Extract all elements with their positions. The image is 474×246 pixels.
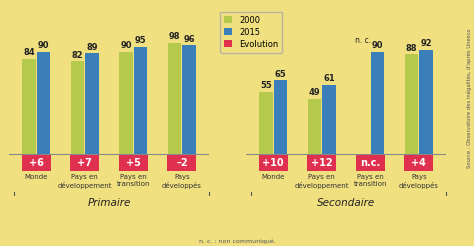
FancyBboxPatch shape xyxy=(118,155,148,170)
Text: 55: 55 xyxy=(260,81,272,90)
Bar xyxy=(134,46,147,154)
Bar xyxy=(119,52,133,154)
Bar xyxy=(36,52,50,154)
Text: Pays en
transition: Pays en transition xyxy=(117,174,150,187)
Text: Source : Observatoire des inégalités, d'après Unesco: Source : Observatoire des inégalités, d'… xyxy=(466,29,472,168)
Text: Secondaire: Secondaire xyxy=(317,198,375,208)
Text: n. c.: n. c. xyxy=(355,36,371,45)
FancyBboxPatch shape xyxy=(259,155,288,170)
FancyBboxPatch shape xyxy=(70,155,100,170)
Bar xyxy=(168,43,182,154)
Bar xyxy=(22,59,36,154)
Text: 92: 92 xyxy=(420,39,432,48)
Text: 49: 49 xyxy=(309,88,320,97)
Text: 95: 95 xyxy=(135,36,146,45)
Text: 96: 96 xyxy=(183,35,195,44)
Bar xyxy=(85,53,99,154)
Text: 89: 89 xyxy=(86,43,98,52)
Text: +6: +6 xyxy=(29,158,44,168)
Bar xyxy=(71,61,84,154)
Text: +12: +12 xyxy=(311,158,333,168)
Text: 90: 90 xyxy=(38,42,49,50)
FancyBboxPatch shape xyxy=(404,155,433,170)
Text: Pays
développés: Pays développés xyxy=(162,174,202,189)
Text: –2: –2 xyxy=(176,158,188,168)
Bar xyxy=(259,92,273,154)
Bar xyxy=(371,52,384,154)
Text: 61: 61 xyxy=(323,74,335,83)
Text: Pays en
transition: Pays en transition xyxy=(354,174,387,187)
Text: Pays en
développement: Pays en développement xyxy=(57,174,112,189)
Text: Monde: Monde xyxy=(25,174,48,181)
Text: 82: 82 xyxy=(72,50,83,60)
Text: 98: 98 xyxy=(169,32,180,41)
Text: +7: +7 xyxy=(77,158,92,168)
FancyBboxPatch shape xyxy=(307,155,337,170)
FancyBboxPatch shape xyxy=(22,155,51,170)
Text: n.c.: n.c. xyxy=(360,158,381,168)
FancyBboxPatch shape xyxy=(167,155,196,170)
Bar xyxy=(405,54,419,154)
Text: +5: +5 xyxy=(126,158,141,168)
Bar xyxy=(322,85,336,154)
Text: Primaire: Primaire xyxy=(87,198,131,208)
Text: Monde: Monde xyxy=(262,174,285,181)
Text: 90: 90 xyxy=(372,42,383,50)
Text: +4: +4 xyxy=(411,158,426,168)
Text: Pays
développés: Pays développés xyxy=(399,174,439,189)
Bar xyxy=(419,50,433,154)
Legend: 2000, 2015, Evolution: 2000, 2015, Evolution xyxy=(220,12,283,53)
Text: 88: 88 xyxy=(406,44,417,53)
Text: 90: 90 xyxy=(120,42,132,50)
Text: 84: 84 xyxy=(23,48,35,57)
Text: n. c. : non communiqué.: n. c. : non communiqué. xyxy=(199,238,275,244)
Text: Pays en
développement: Pays en développement xyxy=(294,174,349,189)
Text: 65: 65 xyxy=(274,70,286,79)
Bar xyxy=(182,45,196,154)
FancyBboxPatch shape xyxy=(356,155,385,170)
Bar xyxy=(308,99,321,154)
Bar xyxy=(273,80,287,154)
Text: +10: +10 xyxy=(263,158,284,168)
